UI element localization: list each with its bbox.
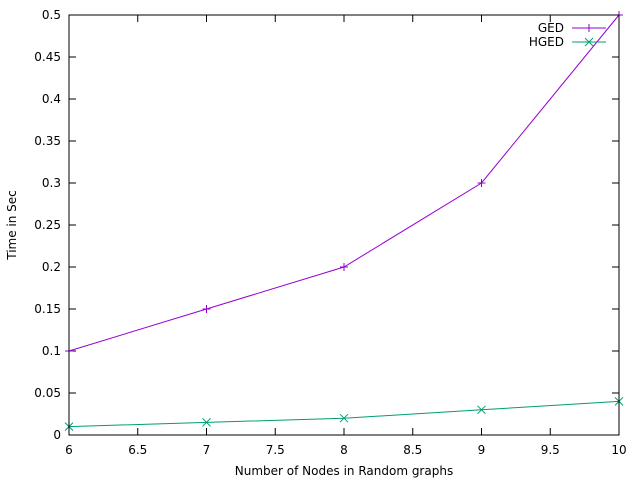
x-tick-label: 8.5	[403, 443, 422, 457]
x-tick-label: 9.5	[541, 443, 560, 457]
x-tick-label: 10	[611, 443, 626, 457]
y-tick-label: 0.25	[34, 218, 61, 232]
series-line-ged	[68, 14, 620, 352]
x-tick-label: 6	[65, 443, 73, 457]
y-tick-label: 0.3	[42, 176, 61, 190]
x-tick-label: 8	[340, 443, 348, 457]
y-axis-label: Time in Sec	[5, 190, 19, 261]
y-tick-label: 0.4	[42, 92, 61, 106]
x-tick-label: 7	[203, 443, 211, 457]
x-tick-label: 6.5	[128, 443, 147, 457]
y-tick-label: 0	[53, 428, 61, 442]
y-tick-label: 0.45	[34, 50, 61, 64]
x-axis-label: Number of Nodes in Random graphs	[235, 464, 453, 478]
legend-marker-ged	[585, 24, 593, 32]
x-tick-label: 9	[478, 443, 486, 457]
data-point-hged	[202, 418, 211, 427]
plot-series	[64, 11, 624, 431]
x-tick-label: 7.5	[266, 443, 285, 457]
y-tick-label: 0.35	[34, 134, 61, 148]
plot-frame	[68, 14, 620, 436]
data-point-hged	[477, 405, 486, 415]
series-line-hged	[68, 400, 620, 428]
y-tick-label: 0.2	[42, 260, 61, 274]
y-tick-label: 0.05	[34, 386, 61, 400]
axes: 6 6.5 7 7.5 8 8.5 9 9.5 10 0 0.05 0.1 0.15 0.2 0.25 0.3…	[34, 8, 626, 457]
series-hged	[64, 397, 624, 431]
series-ged	[65, 11, 623, 355]
y-tick-label: 0.5	[42, 8, 61, 22]
legend-marker-hged	[584, 37, 594, 47]
y-tick-label: 0.1	[42, 344, 61, 358]
data-point-ged	[202, 305, 211, 313]
legend-label-hged: HGED	[529, 35, 564, 49]
data-point-ged	[340, 263, 348, 271]
data-point-hged	[339, 413, 349, 423]
legend-label-ged: GED	[538, 21, 564, 35]
data-point-ged	[477, 179, 486, 187]
y-tick-label: 0.15	[34, 302, 61, 316]
